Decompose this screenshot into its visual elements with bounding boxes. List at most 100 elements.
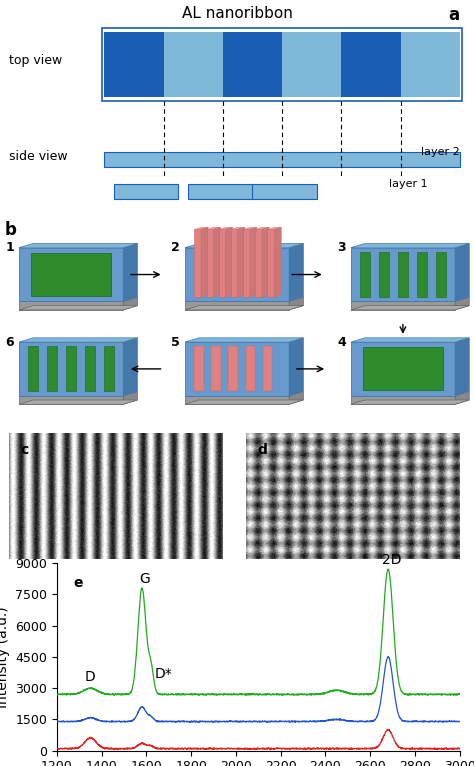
Polygon shape <box>213 228 220 297</box>
Polygon shape <box>274 228 281 297</box>
Bar <box>19 301 123 310</box>
Polygon shape <box>455 297 469 310</box>
Text: a: a <box>449 6 460 25</box>
Polygon shape <box>455 338 469 396</box>
Bar <box>417 252 427 297</box>
Bar <box>341 32 401 97</box>
Text: 4: 4 <box>337 336 346 349</box>
Text: layer 1: layer 1 <box>389 179 427 189</box>
Polygon shape <box>255 228 269 230</box>
Text: 2D: 2D <box>382 553 401 567</box>
Bar <box>31 253 111 296</box>
Bar <box>351 396 455 404</box>
Bar <box>351 301 455 310</box>
Polygon shape <box>231 228 245 230</box>
Bar <box>228 346 238 391</box>
Text: 6: 6 <box>6 336 14 349</box>
Bar <box>194 346 204 391</box>
Bar <box>28 346 38 391</box>
Polygon shape <box>226 228 233 297</box>
Bar <box>185 301 289 310</box>
Polygon shape <box>243 228 257 230</box>
Text: G: G <box>139 572 150 586</box>
Polygon shape <box>237 228 245 297</box>
Bar <box>114 185 178 199</box>
Polygon shape <box>289 297 303 310</box>
Bar <box>351 247 455 301</box>
Text: c: c <box>20 443 28 457</box>
Bar <box>401 32 460 97</box>
Polygon shape <box>19 306 137 310</box>
Text: side view: side view <box>9 150 68 163</box>
Polygon shape <box>289 338 303 396</box>
Bar <box>104 32 164 97</box>
Bar <box>360 252 370 297</box>
Polygon shape <box>455 391 469 404</box>
Polygon shape <box>123 338 137 396</box>
Bar <box>363 348 443 391</box>
Polygon shape <box>185 244 303 247</box>
Polygon shape <box>194 228 208 230</box>
Bar <box>47 346 57 391</box>
Polygon shape <box>219 228 233 230</box>
Bar <box>104 346 114 391</box>
Text: D: D <box>85 670 96 684</box>
Polygon shape <box>250 228 257 297</box>
Text: 5: 5 <box>172 336 180 349</box>
Bar <box>85 346 95 391</box>
Bar <box>185 396 289 404</box>
Polygon shape <box>207 228 220 230</box>
Bar <box>19 247 123 301</box>
Bar <box>231 230 237 297</box>
Polygon shape <box>19 400 137 404</box>
Bar <box>243 230 250 297</box>
Bar <box>185 247 289 301</box>
Polygon shape <box>185 400 303 404</box>
Bar <box>252 185 317 199</box>
Text: 1: 1 <box>6 241 14 254</box>
Polygon shape <box>19 244 137 247</box>
Bar <box>19 342 123 396</box>
Polygon shape <box>19 338 137 342</box>
Bar <box>211 346 221 391</box>
Polygon shape <box>201 228 208 297</box>
Bar <box>255 230 262 297</box>
Text: b: b <box>5 221 17 239</box>
Y-axis label: Intensity (a.u.): Intensity (a.u.) <box>0 606 9 708</box>
Bar <box>223 32 282 97</box>
Bar <box>66 346 76 391</box>
Bar <box>185 342 289 396</box>
Polygon shape <box>267 228 281 230</box>
Polygon shape <box>351 244 469 247</box>
Polygon shape <box>185 306 303 310</box>
Polygon shape <box>123 244 137 301</box>
Bar <box>207 230 213 297</box>
Text: AL nanoribbon: AL nanoribbon <box>182 6 292 21</box>
Bar <box>164 32 223 97</box>
Polygon shape <box>123 391 137 404</box>
Bar <box>102 28 462 101</box>
Bar <box>219 230 226 297</box>
Bar <box>436 252 446 297</box>
Bar <box>351 342 455 396</box>
Bar <box>19 396 123 404</box>
Polygon shape <box>455 244 469 301</box>
Bar <box>263 346 272 391</box>
Text: 3: 3 <box>337 241 346 254</box>
Text: d: d <box>257 443 267 457</box>
Text: top view: top view <box>9 54 63 67</box>
Bar <box>267 230 274 297</box>
Polygon shape <box>289 244 303 301</box>
Bar <box>194 230 201 297</box>
Polygon shape <box>351 338 469 342</box>
Bar <box>104 152 460 167</box>
Bar <box>398 252 408 297</box>
Text: e: e <box>73 576 82 590</box>
Polygon shape <box>351 400 469 404</box>
Text: layer 2: layer 2 <box>421 147 460 157</box>
Polygon shape <box>351 306 469 310</box>
Bar <box>379 252 389 297</box>
Polygon shape <box>185 338 303 342</box>
Text: 2: 2 <box>172 241 180 254</box>
Bar <box>188 185 253 199</box>
